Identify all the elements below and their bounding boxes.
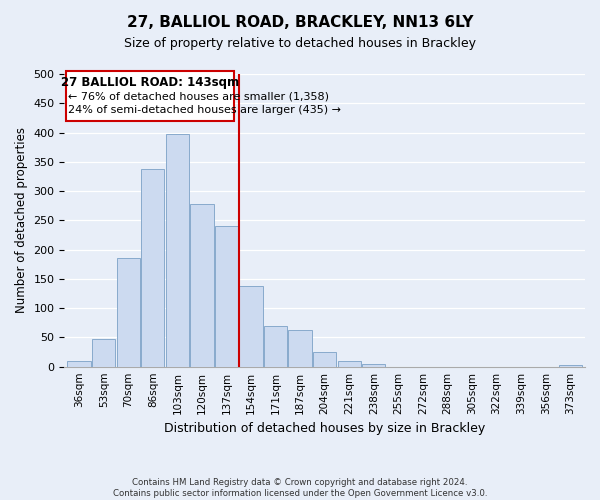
Text: Size of property relative to detached houses in Brackley: Size of property relative to detached ho…: [124, 38, 476, 51]
Bar: [313, 352, 337, 366]
Bar: [559, 365, 582, 366]
Bar: [264, 326, 287, 366]
Bar: [141, 169, 164, 366]
Bar: [116, 258, 140, 366]
Text: 27 BALLIOL ROAD: 143sqm: 27 BALLIOL ROAD: 143sqm: [61, 76, 239, 88]
Bar: [338, 361, 361, 366]
Bar: [190, 204, 214, 366]
Bar: [239, 286, 263, 366]
X-axis label: Distribution of detached houses by size in Brackley: Distribution of detached houses by size …: [164, 422, 485, 435]
Text: 27, BALLIOL ROAD, BRACKLEY, NN13 6LY: 27, BALLIOL ROAD, BRACKLEY, NN13 6LY: [127, 15, 473, 30]
Bar: [362, 364, 385, 366]
Text: 24% of semi-detached houses are larger (435) →: 24% of semi-detached houses are larger (…: [68, 105, 341, 115]
Bar: [92, 339, 115, 366]
Bar: [215, 226, 238, 366]
Bar: [289, 330, 312, 366]
Bar: [166, 134, 189, 366]
Bar: [67, 361, 91, 366]
Text: Contains HM Land Registry data © Crown copyright and database right 2024.
Contai: Contains HM Land Registry data © Crown c…: [113, 478, 487, 498]
Y-axis label: Number of detached properties: Number of detached properties: [15, 128, 28, 314]
Text: ← 76% of detached houses are smaller (1,358): ← 76% of detached houses are smaller (1,…: [68, 92, 329, 102]
FancyBboxPatch shape: [65, 71, 234, 121]
